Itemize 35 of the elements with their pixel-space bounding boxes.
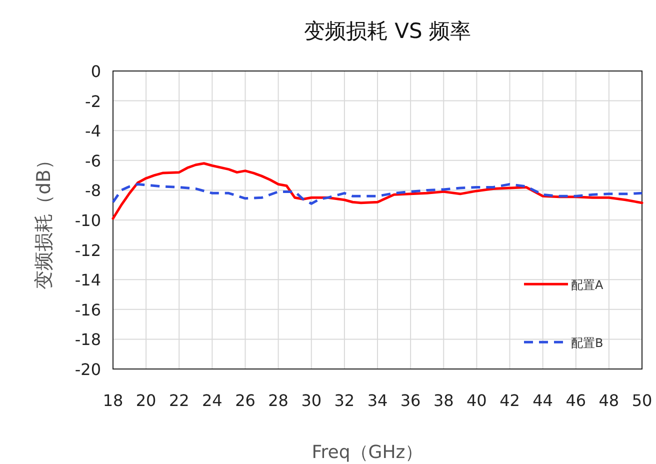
x-tick-label: 22 xyxy=(168,391,190,410)
x-tick-label: 48 xyxy=(598,391,620,410)
y-tick-label: -8 xyxy=(85,181,101,200)
x-tick-label: 28 xyxy=(268,391,288,410)
x-tick-label: 32 xyxy=(334,391,355,410)
x-axis-title: Freq（GHz） xyxy=(312,442,424,463)
x-tick-label: 26 xyxy=(235,391,256,410)
x-tick-label: 50 xyxy=(632,391,652,410)
y-tick-label: -14 xyxy=(74,270,101,290)
x-tick-label: 34 xyxy=(367,391,388,410)
line-series xyxy=(112,182,644,205)
legend-label: 配置A xyxy=(571,278,604,292)
legend-label: 配置B xyxy=(571,336,604,350)
x-tick-label: 38 xyxy=(433,391,454,410)
x-tick-label: 18 xyxy=(102,391,124,410)
x-tick-label: 44 xyxy=(532,391,553,410)
x-tick-label: 36 xyxy=(400,391,421,410)
x-tick-label: 46 xyxy=(566,391,586,410)
y-tick-label: -18 xyxy=(74,330,101,350)
x-tick-label: 40 xyxy=(466,391,487,410)
line-series xyxy=(112,162,644,220)
y-tick-label: -6 xyxy=(85,151,101,170)
x-tick-label: 24 xyxy=(202,391,222,410)
y-tick-label: -4 xyxy=(85,122,101,141)
x-tick-label: 42 xyxy=(500,391,520,410)
y-axis-title: 变频损耗（dB） xyxy=(33,150,55,290)
x-tick-label: 30 xyxy=(301,391,322,410)
chart-title: 变频损耗 VS 频率 xyxy=(304,19,472,43)
y-tick-label: -16 xyxy=(74,300,101,320)
y-tick-label: -2 xyxy=(85,92,101,111)
y-tick-label: -20 xyxy=(74,360,101,379)
x-tick-label: 20 xyxy=(136,391,156,410)
y-tick-label: -12 xyxy=(74,240,101,260)
y-tick-label: 0 xyxy=(90,62,101,81)
y-tick-label: -10 xyxy=(74,211,101,230)
